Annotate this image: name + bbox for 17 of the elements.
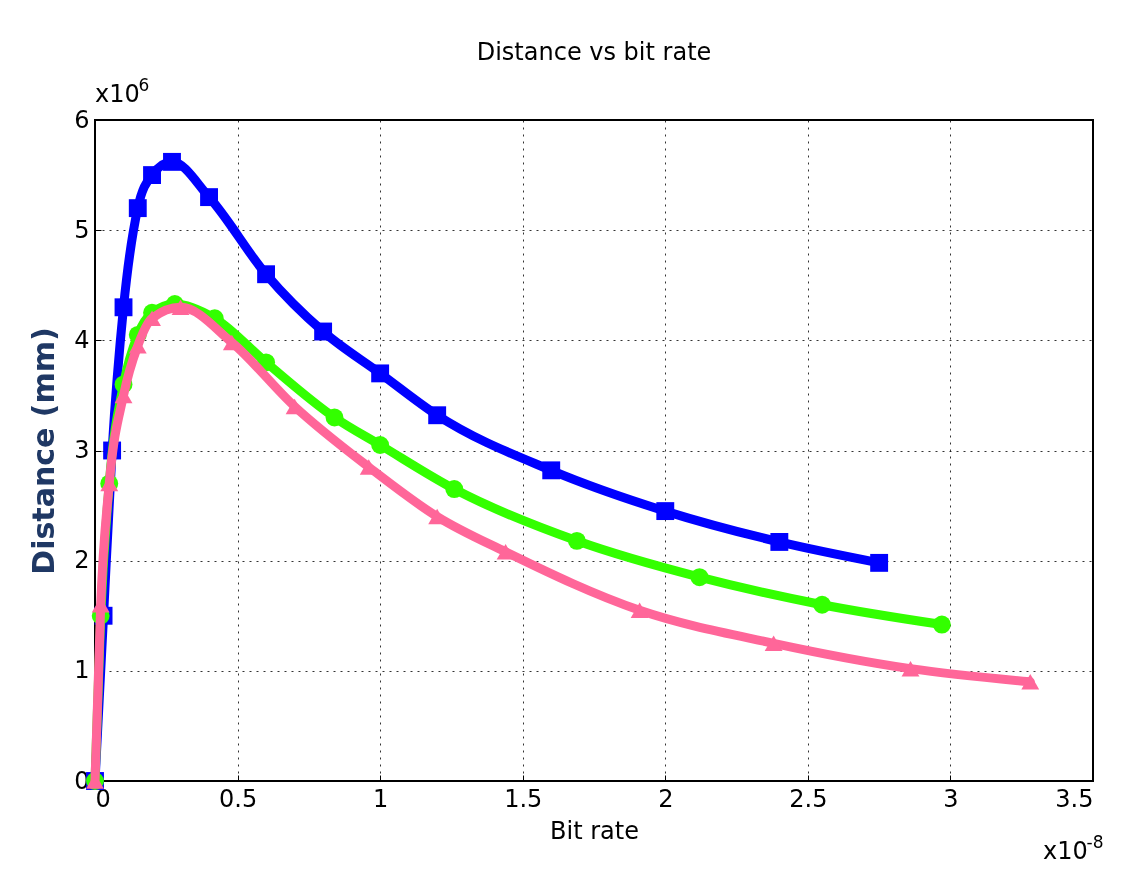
x-tick-label: 0.5: [218, 784, 258, 813]
x-tick-label: 1.5: [504, 784, 543, 813]
y-tick-label: 3: [74, 436, 90, 464]
y-tick-label: 5: [74, 215, 90, 244]
chart-title: Distance vs bit rate: [476, 38, 712, 66]
x-tick-label: 2.5: [789, 784, 828, 813]
x-axis-title: Bit rate: [550, 816, 639, 845]
y-tick-label: 2: [74, 546, 90, 575]
y-tick-label: 4: [74, 325, 90, 354]
x-tick-label: 1: [373, 784, 389, 813]
x-tick-label: 3: [943, 784, 959, 813]
x-tick-label: 0: [95, 784, 111, 813]
x-tick-label: 3.5: [1055, 784, 1094, 813]
y-axis-title: Distance (mm): [26, 327, 62, 575]
y-tick-label: 1: [74, 656, 90, 685]
y-tick-label: 6: [74, 105, 90, 134]
x-tick-label: 2: [658, 784, 674, 813]
